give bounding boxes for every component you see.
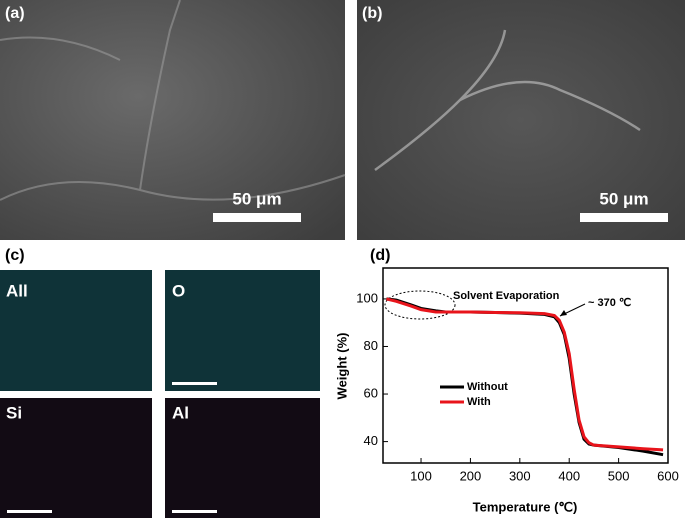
x-tick-label: 100 [410,468,432,483]
eds-label: All [6,281,28,300]
y-axis-label: Weight (%) [334,333,349,400]
panel-label: (b) [362,5,382,22]
y-tick-label: 60 [364,385,378,400]
x-tick-label: 500 [608,468,630,483]
eds-map [0,398,152,518]
panel-label: (c) [5,247,25,264]
panel-label: (d) [370,247,390,264]
legend-label: With [467,396,491,408]
data-line [386,297,664,452]
panel-label: (a) [5,5,25,22]
annotation-ellipse [384,290,456,320]
x-tick-label: 300 [509,468,531,483]
eds-label: O [172,281,185,300]
sem-texture [374,29,641,172]
scale-bar [7,510,52,513]
sem-image-b [357,0,685,240]
eds-map [165,398,320,518]
sem-texture [0,0,346,201]
x-tick-label: 600 [657,468,679,483]
scale-bar [213,213,301,222]
eds-label: Al [172,403,189,422]
scale-bar-label: 50 μm [599,189,648,208]
x-tick-label: 400 [558,468,580,483]
scale-bar [172,382,217,385]
eds-map [0,270,152,391]
annotation: Solvent Evaporation [453,290,560,302]
scale-bar-label: 50 μm [232,189,281,208]
plot-frame [382,267,669,464]
y-tick-label: 40 [364,433,378,448]
legend-label: Without [467,381,508,393]
eds-map [165,270,320,391]
annotation-arrow [560,310,567,316]
y-tick-label: 100 [356,290,378,305]
data-line [386,297,664,457]
x-tick-label: 200 [460,468,482,483]
scale-bar [580,213,668,222]
scale-bar [172,510,217,513]
annotation: ~ 370 ℃ [588,297,631,309]
eds-label: Si [6,403,22,422]
sem-image-a [0,0,345,240]
x-axis-label: Temperature (℃) [473,499,578,514]
y-tick-label: 80 [364,338,378,353]
